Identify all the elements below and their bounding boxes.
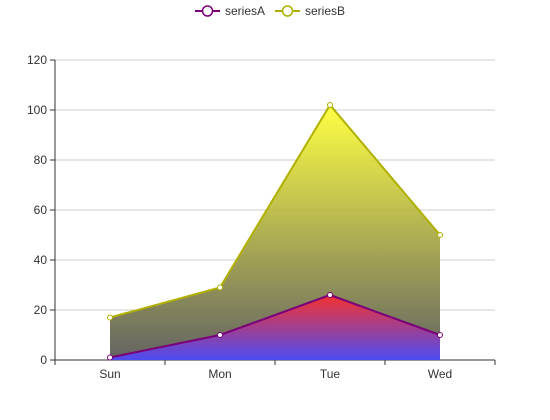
series-lines [109,103,441,359]
x-axis: Sun Mon Tue Wed [54,359,496,381]
legend-symbol-icon [201,5,214,17]
point-seriesA [327,292,333,298]
point-seriesB [217,284,223,291]
y-tick-label: 60 [34,203,48,217]
y-tick-label: 80 [34,153,48,167]
point-seriesA [217,332,223,338]
y-tick-label: 100 [27,103,47,117]
point-seriesB [437,232,443,238]
point-seriesA [107,354,113,361]
area-seriesB [110,105,440,360]
x-tick-label: Wed [428,367,452,381]
line-seriesA [109,293,441,359]
legend-item-seriesB: seriesB [275,4,345,18]
x-tick-label: Mon [208,367,231,381]
legend-label: seriesA [225,4,265,18]
legend-item-seriesA: seriesA [195,4,265,18]
y-tick-label: 0 [40,353,47,367]
y-axis: 0 20 40 60 80 100 120 [27,53,56,367]
legend-label: seriesB [305,4,345,18]
legend-symbol-icon [281,5,294,17]
series-points [107,102,443,361]
legend: seriesA seriesB [195,4,345,18]
x-tick-label: Tue [320,367,341,381]
line-seriesB [109,103,441,319]
y-tick-label: 40 [34,253,48,267]
area-seriesA [110,295,440,360]
point-seriesB [107,314,113,321]
y-tick-label: 20 [34,303,48,317]
point-seriesB [327,102,333,108]
point-seriesA [437,332,443,338]
series-areas [110,105,440,360]
x-tick-label: Sun [99,367,120,381]
y-tick-label: 120 [27,53,47,67]
